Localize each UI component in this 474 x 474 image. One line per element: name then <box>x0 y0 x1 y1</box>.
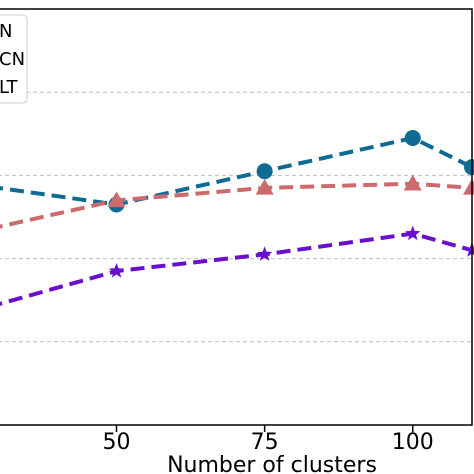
x-axis-label: Number of clusters <box>167 453 377 474</box>
series-line-0 <box>0 135 473 207</box>
x-tick-label-1: 75 <box>251 430 279 455</box>
legend-label-1: CN <box>0 49 25 70</box>
series-2-point-1 <box>108 263 125 278</box>
legend-box <box>0 14 28 104</box>
grid-lines <box>0 91 472 343</box>
series-group <box>0 129 474 306</box>
legend-label-0: N <box>0 21 12 42</box>
legend: N CN LT <box>0 14 28 104</box>
series-line-1 <box>0 181 473 229</box>
plot-frame <box>0 8 473 426</box>
series-1-point-1 <box>107 191 126 208</box>
series-2-point-2 <box>257 246 273 261</box>
series-1-point-3 <box>403 174 422 191</box>
x-tick-label-0: 50 <box>103 430 131 455</box>
series-0-point-2 <box>256 163 273 180</box>
series-2-point-3 <box>405 225 421 241</box>
series-line-2 <box>0 231 473 306</box>
series-0-point-3 <box>404 129 421 146</box>
x-axis-ticks: 50 75 100 <box>103 425 434 455</box>
series-1-point-2 <box>255 178 274 195</box>
legend-label-2: LT <box>0 77 19 98</box>
x-tick-label-2: 100 <box>392 430 434 455</box>
